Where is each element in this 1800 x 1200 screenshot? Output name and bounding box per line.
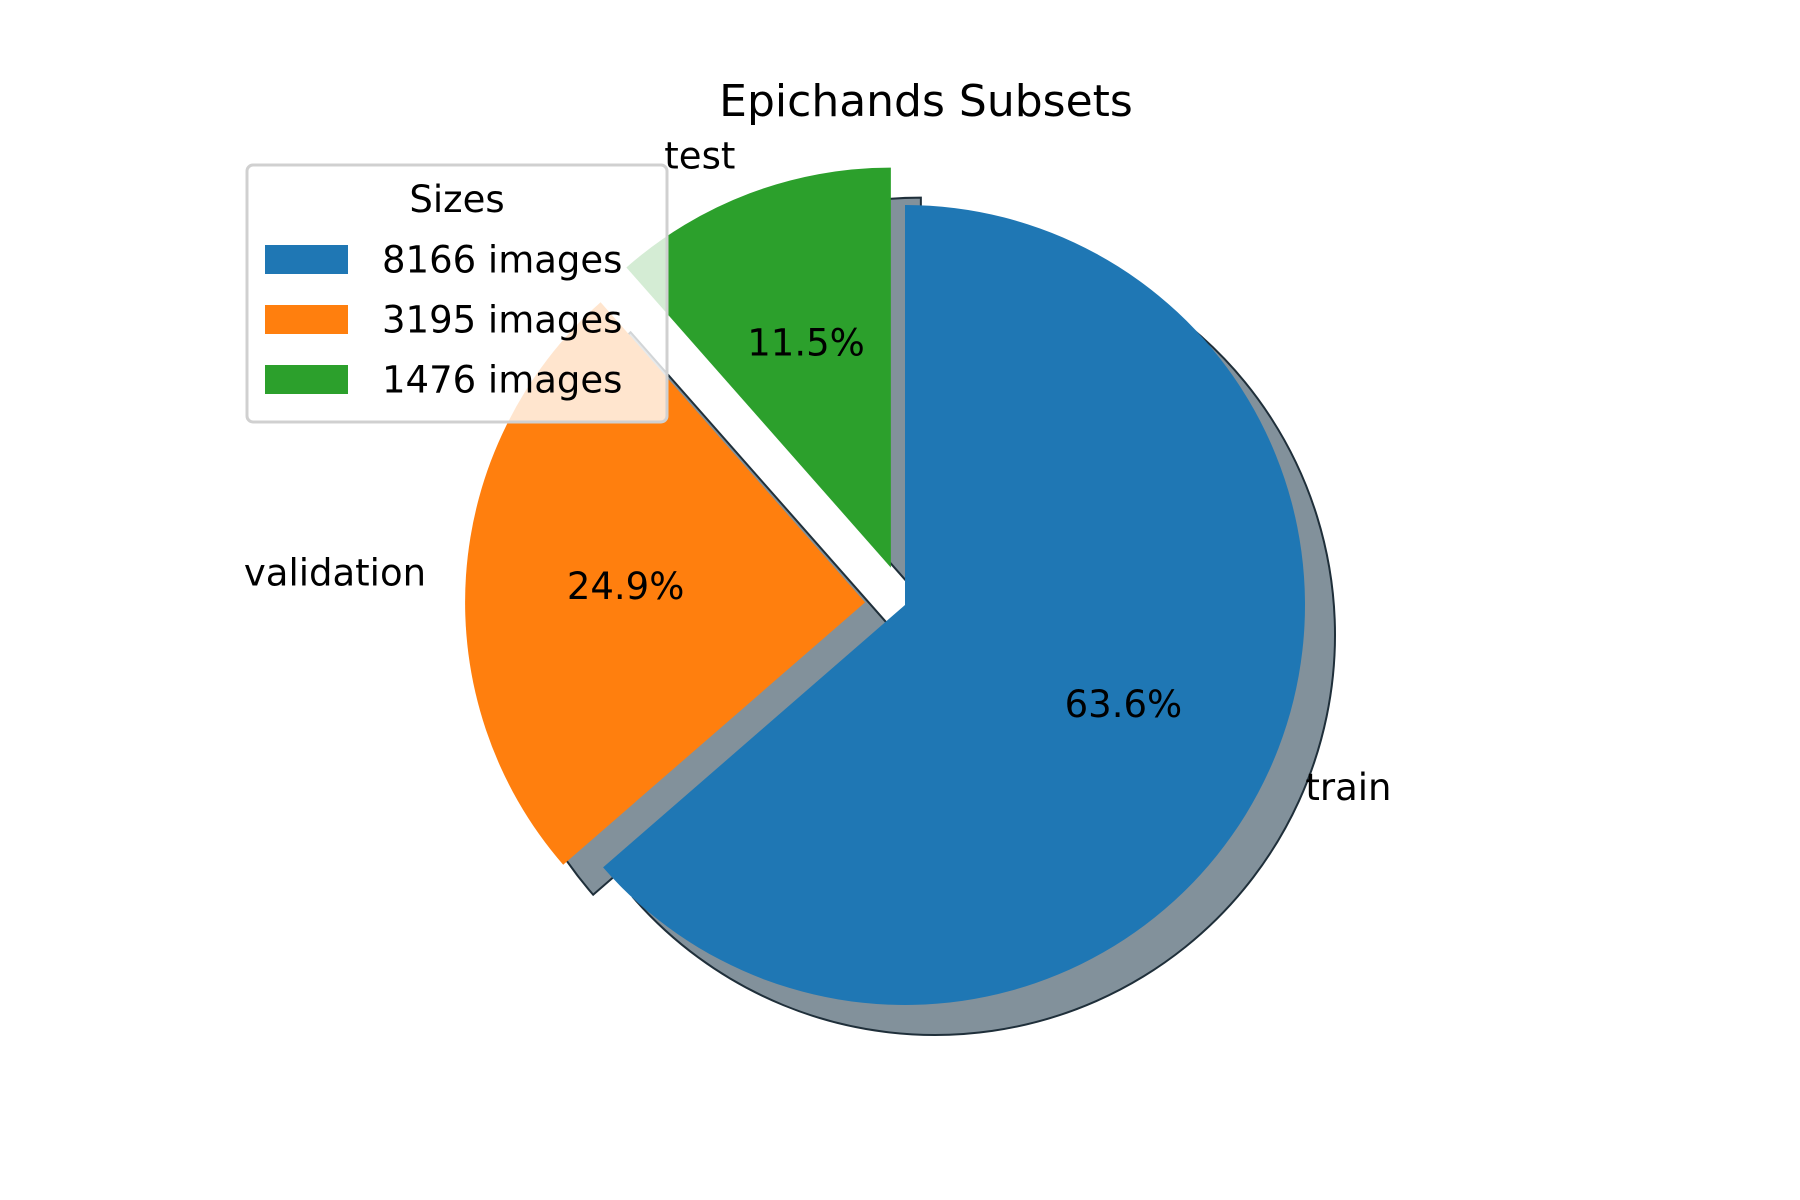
percent-label-test: 11.5%	[747, 322, 865, 365]
chart-title: Epichands Subsets	[719, 76, 1133, 127]
category-label-train: train	[1305, 766, 1391, 809]
legend-label-test: 1476 images	[382, 359, 622, 402]
legend-title: Sizes	[409, 178, 504, 221]
category-label-validation: validation	[244, 552, 426, 595]
slice-validation	[465, 302, 866, 865]
legend-label-validation: 3195 images	[382, 299, 622, 342]
legend-frame	[245, 163, 669, 424]
legend-label-train: 8166 images	[382, 239, 622, 282]
slice-test	[626, 167, 891, 568]
percent-label-train: 63.6%	[1065, 683, 1183, 726]
legend-swatch-train	[265, 245, 348, 274]
category-label-test: test	[664, 134, 735, 177]
legend-swatch-validation	[265, 305, 348, 334]
pie-slices	[465, 167, 1305, 1006]
percent-label-validation: 24.9%	[567, 565, 685, 608]
pie-labels: train 63.6% validation 24.9% test 11.5%	[244, 134, 1392, 809]
legend-swatch-test	[265, 365, 348, 394]
legend-entries: 8166 images 3195 images 1476 images	[265, 239, 622, 402]
slice-train	[603, 205, 1305, 1006]
legend: Sizes 8166 images 3195 images 1476 images	[245, 163, 669, 424]
